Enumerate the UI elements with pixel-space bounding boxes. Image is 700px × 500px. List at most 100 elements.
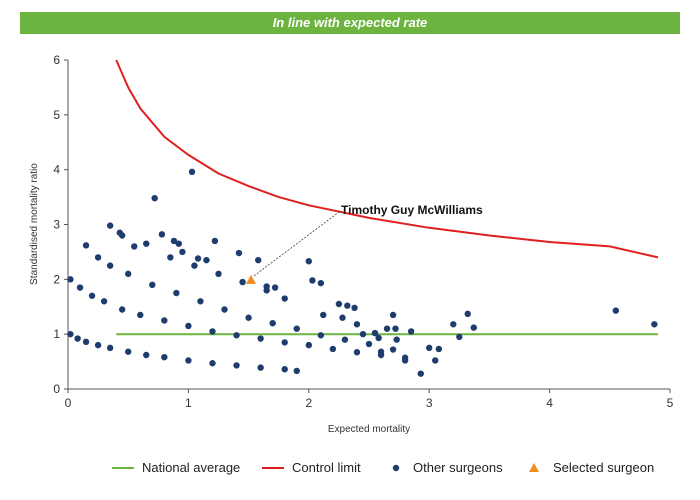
y-tick-label: 2	[53, 272, 60, 286]
other-surgeon-point	[221, 306, 228, 313]
other-surgeon-point	[173, 289, 180, 297]
other-surgeon-point	[392, 325, 399, 332]
result-banner: In line with expected rate	[20, 12, 680, 34]
other-surgeon-point	[197, 298, 204, 305]
x-tick-label: 1	[185, 396, 192, 410]
other-surgeon-point	[257, 335, 264, 342]
other-surgeon-point	[269, 320, 276, 327]
other-surgeon-point	[211, 237, 219, 245]
other-surgeon-point	[233, 332, 240, 339]
x-tick-label: 5	[667, 396, 674, 410]
other-surgeon-point	[175, 240, 182, 247]
other-surgeon-point	[344, 302, 351, 309]
other-surgeon-point	[456, 333, 463, 341]
legend-selected-surgeon-marker	[529, 463, 539, 472]
other-surgeon-point	[94, 254, 102, 261]
other-surgeon-point	[255, 256, 262, 264]
x-tick-label: 4	[546, 396, 553, 410]
other-surgeon-point	[375, 334, 382, 342]
other-surgeon-point	[170, 237, 178, 245]
control-limit-line	[115, 59, 659, 259]
axes	[67, 60, 670, 390]
other-surgeon-point	[470, 324, 477, 331]
other-surgeon-point	[281, 339, 288, 346]
other-surgeon-point	[74, 335, 81, 342]
annotation: Timothy Guy McWilliams	[253, 203, 483, 277]
other-surgeon-point	[407, 328, 415, 335]
other-surgeon-point	[149, 281, 156, 289]
other-surgeon-point	[185, 322, 192, 330]
other-surgeon-point	[383, 325, 391, 332]
y-tick-label: 5	[53, 108, 60, 122]
other-surgeon-point	[464, 310, 471, 318]
other-surgeon-point	[377, 348, 385, 355]
other-surgeon-point	[191, 262, 198, 269]
other-surgeon-point	[151, 194, 158, 202]
other-surgeon-point	[179, 248, 186, 256]
other-surgeon-point	[305, 258, 312, 265]
other-surgeon-point	[131, 243, 138, 250]
other-surgeon-point	[417, 370, 424, 377]
other-surgeon-point	[125, 348, 132, 355]
other-surgeon-point	[335, 300, 343, 308]
other-surgeon-point	[188, 168, 196, 176]
other-surgeon-point	[88, 292, 96, 299]
legend-control-limit-label: Control limit	[292, 460, 361, 475]
y-tick-label: 6	[53, 53, 60, 67]
other-surgeon-point	[359, 330, 367, 338]
other-surgeon-point	[215, 270, 222, 278]
other-surgeon-point	[281, 366, 288, 373]
other-surgeon-point	[341, 336, 349, 343]
other-surgeon-point	[450, 321, 457, 328]
other-surgeon-point	[435, 345, 443, 353]
other-surgeon-point	[209, 360, 216, 367]
other-surgeon-point	[426, 344, 433, 352]
selected-surgeon-point	[246, 274, 257, 284]
legend-selected-surgeon-label: Selected surgeon	[553, 460, 654, 475]
other-surgeon-point	[106, 222, 114, 229]
data-points	[67, 168, 658, 377]
other-surgeon-point	[100, 298, 108, 305]
other-surgeon-point	[235, 249, 243, 257]
other-surgeon-point	[281, 295, 288, 302]
x-axis-title: Expected mortality	[328, 424, 410, 435]
reference-lines	[115, 59, 659, 336]
other-surgeon-point	[317, 332, 325, 339]
other-surgeon-point	[365, 340, 373, 348]
other-surgeon-point	[185, 357, 192, 364]
legend-other-surgeons-label: Other surgeons	[413, 460, 503, 475]
other-surgeon-point	[161, 317, 168, 324]
y-axis-title: Standardised mortality ratio	[29, 163, 40, 285]
other-surgeon-point	[106, 344, 114, 352]
other-surgeon-point	[118, 306, 126, 313]
other-surgeon-point	[143, 351, 150, 359]
y-tick-label: 1	[53, 327, 60, 341]
other-surgeon-point	[393, 336, 400, 343]
other-surgeon-point	[245, 314, 252, 321]
other-surgeon-point	[143, 240, 150, 247]
y-tick-label: 0	[53, 382, 60, 396]
other-surgeon-point	[293, 367, 300, 375]
x-tick-label: 0	[65, 396, 72, 410]
x-tick-label: 2	[305, 396, 312, 410]
other-surgeon-point	[329, 345, 337, 353]
other-surgeon-point	[389, 311, 397, 319]
other-surgeon-point	[137, 311, 144, 319]
other-surgeon-point	[271, 284, 279, 291]
other-surgeon-point	[263, 283, 270, 290]
tick-labels: 0 1 2 3 4 5 0 1 2 3 4 5 6	[53, 53, 673, 410]
other-surgeon-point	[94, 341, 102, 349]
other-surgeon-point	[67, 276, 74, 283]
other-surgeon-point	[82, 338, 90, 346]
other-surgeon-point	[158, 231, 166, 238]
other-surgeon-point	[106, 262, 114, 269]
other-surgeon-point	[194, 255, 202, 262]
x-tick-label: 3	[426, 396, 433, 410]
other-surgeon-point	[320, 311, 327, 319]
other-surgeon-point	[257, 364, 264, 371]
other-surgeon-point	[82, 242, 90, 249]
other-surgeon-point	[351, 304, 358, 312]
other-surgeon-point	[116, 229, 123, 236]
other-surgeon-point	[353, 349, 361, 356]
